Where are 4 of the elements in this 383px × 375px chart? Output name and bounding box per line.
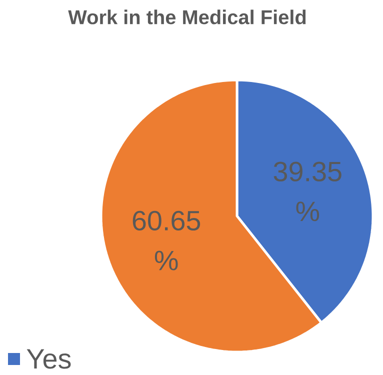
data-label: 60.65 %: [132, 210, 200, 270]
legend-label: Yes: [26, 349, 71, 369]
chart-title: Work in the Medical Field: [68, 10, 306, 24]
data-label: 39.35 %: [274, 162, 342, 222]
